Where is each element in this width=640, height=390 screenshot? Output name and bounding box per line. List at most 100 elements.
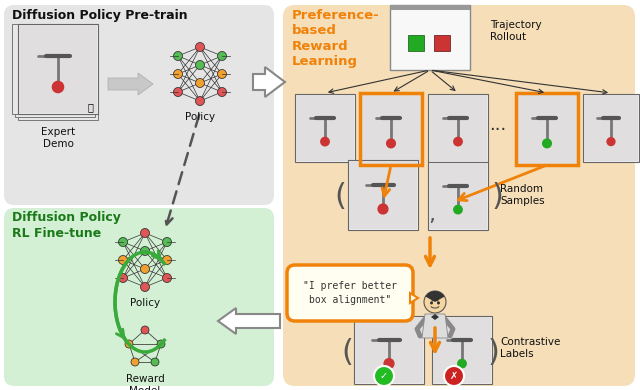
Circle shape (430, 301, 433, 305)
Text: ✗: ✗ (450, 371, 458, 381)
Text: ): ) (488, 338, 500, 367)
Circle shape (173, 51, 182, 60)
Circle shape (141, 246, 150, 255)
Text: Reward
Model: Reward Model (125, 374, 164, 390)
Text: ...: ... (490, 116, 507, 134)
Bar (428, 162, 488, 230)
Circle shape (141, 282, 150, 291)
Circle shape (218, 69, 227, 78)
Bar (15, 27, 95, 117)
Polygon shape (431, 314, 439, 320)
Polygon shape (410, 293, 418, 303)
Circle shape (118, 273, 127, 282)
FancyBboxPatch shape (4, 5, 274, 205)
Bar (360, 93, 422, 165)
Wedge shape (426, 291, 445, 302)
Bar (18, 24, 98, 114)
Circle shape (173, 87, 182, 96)
Circle shape (384, 359, 394, 369)
Text: (: ( (334, 182, 346, 211)
Bar (295, 94, 355, 162)
Circle shape (118, 255, 127, 264)
Bar (349, 161, 417, 229)
Circle shape (218, 51, 227, 60)
Text: 🔒: 🔒 (87, 102, 93, 112)
Polygon shape (253, 67, 285, 97)
Text: Contrastive
Labels: Contrastive Labels (500, 337, 561, 359)
Circle shape (141, 326, 149, 334)
Circle shape (163, 255, 172, 264)
Polygon shape (422, 314, 448, 338)
Text: Policy: Policy (130, 298, 160, 308)
Circle shape (607, 138, 615, 145)
Bar (390, 5, 470, 70)
Circle shape (454, 206, 462, 214)
Circle shape (163, 273, 172, 282)
Circle shape (444, 366, 464, 386)
Text: Diffusion Policy
RL Fine-tune: Diffusion Policy RL Fine-tune (12, 211, 121, 240)
Bar (355, 317, 423, 383)
Circle shape (141, 229, 150, 238)
Circle shape (378, 204, 388, 214)
Circle shape (218, 87, 227, 96)
Text: Policy: Policy (185, 112, 215, 122)
FancyBboxPatch shape (4, 208, 274, 386)
Bar (516, 93, 578, 165)
Circle shape (454, 137, 462, 146)
Text: ): ) (491, 182, 503, 211)
Circle shape (321, 137, 329, 146)
Bar (296, 95, 354, 161)
Bar (361, 94, 421, 164)
Circle shape (141, 264, 150, 273)
Text: (: ( (341, 338, 353, 367)
Bar (429, 95, 487, 161)
Circle shape (424, 291, 446, 313)
Text: Expert
Demo: Expert Demo (41, 127, 75, 149)
Text: ,: , (429, 205, 435, 225)
Bar (517, 94, 577, 164)
Text: Trajectory
Rollout: Trajectory Rollout (490, 20, 541, 42)
Bar (584, 95, 638, 161)
Bar (354, 316, 424, 384)
Polygon shape (218, 308, 280, 334)
Bar (12, 24, 92, 114)
Circle shape (195, 60, 205, 69)
FancyBboxPatch shape (283, 5, 635, 386)
Bar (19, 25, 97, 113)
Text: "I prefer better
box alignment": "I prefer better box alignment" (303, 282, 397, 305)
Bar (18, 30, 98, 120)
Bar (408, 34, 424, 50)
Bar (428, 94, 488, 162)
Bar (432, 316, 492, 384)
FancyBboxPatch shape (287, 265, 413, 321)
Bar (434, 34, 450, 50)
Circle shape (374, 366, 394, 386)
Bar (390, 5, 470, 10)
Circle shape (543, 139, 551, 148)
Text: Preference-
based
Reward
Learning: Preference- based Reward Learning (292, 9, 380, 69)
Circle shape (195, 78, 205, 87)
Bar (583, 94, 639, 162)
Bar (348, 160, 418, 230)
Circle shape (151, 358, 159, 366)
Circle shape (195, 96, 205, 106)
Text: ✓: ✓ (380, 371, 388, 381)
Circle shape (458, 360, 466, 368)
Polygon shape (108, 73, 153, 95)
Bar (433, 317, 491, 383)
Circle shape (163, 238, 172, 246)
Circle shape (125, 340, 133, 348)
Circle shape (131, 358, 139, 366)
Circle shape (118, 238, 127, 246)
Bar (516, 93, 578, 165)
Circle shape (52, 82, 63, 92)
Circle shape (173, 69, 182, 78)
Circle shape (387, 139, 396, 148)
Circle shape (437, 301, 440, 305)
Bar (429, 163, 487, 229)
Bar (360, 93, 422, 165)
Circle shape (157, 340, 165, 348)
Text: Random
Samples: Random Samples (500, 184, 545, 206)
Text: Diffusion Policy Pre-train: Diffusion Policy Pre-train (12, 9, 188, 22)
Circle shape (195, 43, 205, 51)
